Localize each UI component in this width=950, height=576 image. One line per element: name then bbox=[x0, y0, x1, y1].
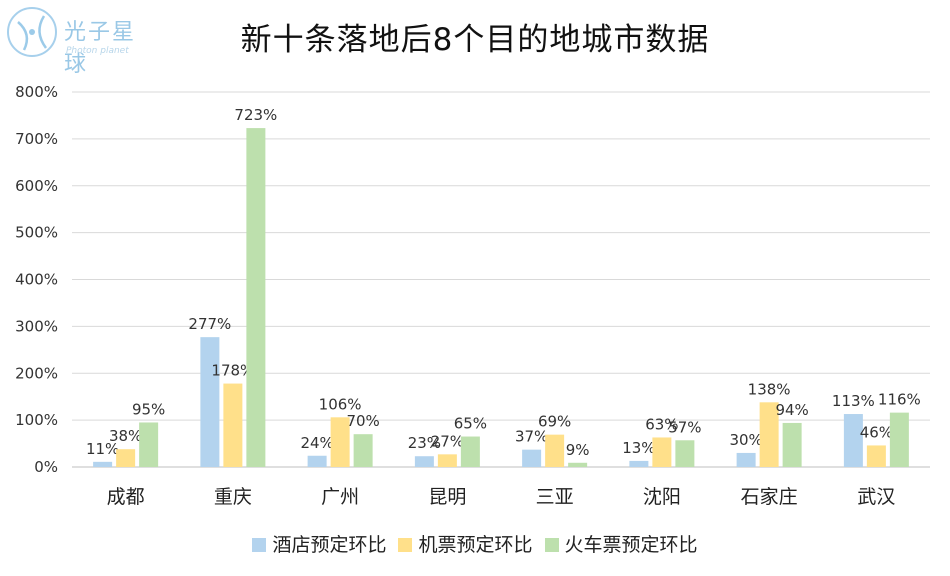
bar bbox=[866, 445, 886, 467]
category-label: 昆明 bbox=[428, 486, 466, 508]
y-tick-label: 300% bbox=[15, 317, 58, 335]
bar bbox=[353, 434, 373, 467]
bar bbox=[116, 449, 136, 467]
bar bbox=[675, 440, 695, 467]
data-label: 95% bbox=[132, 400, 165, 418]
y-tick-label: 200% bbox=[15, 364, 58, 382]
data-label: 24% bbox=[300, 434, 333, 452]
data-label: 37% bbox=[515, 428, 548, 446]
data-label: 138% bbox=[748, 380, 791, 398]
bar bbox=[522, 449, 542, 467]
category-label: 重庆 bbox=[214, 486, 252, 508]
bar bbox=[782, 422, 802, 467]
category-label: 广州 bbox=[321, 486, 359, 508]
data-label: 63% bbox=[645, 415, 678, 433]
data-label: 113% bbox=[832, 392, 875, 410]
bar bbox=[246, 128, 266, 467]
y-tick-label: 500% bbox=[15, 224, 58, 242]
legend-swatch bbox=[544, 538, 559, 552]
data-label: 106% bbox=[319, 395, 362, 413]
data-label: 23% bbox=[408, 434, 441, 452]
data-label: 178% bbox=[211, 362, 254, 380]
y-tick-label: 700% bbox=[15, 130, 58, 148]
bar bbox=[330, 417, 350, 467]
bar bbox=[759, 402, 779, 467]
category-label: 石家庄 bbox=[741, 486, 798, 508]
legend-item: 酒店预定环比 bbox=[252, 530, 386, 557]
category-label: 三亚 bbox=[536, 486, 574, 508]
brand-logo: 光子星球 Photon planet bbox=[4, 4, 154, 77]
bar bbox=[200, 337, 220, 467]
logo-subtext: Photon planet bbox=[66, 46, 129, 56]
category-label: 沈阳 bbox=[643, 486, 681, 508]
category-label: 成都 bbox=[107, 486, 145, 508]
bar bbox=[93, 461, 113, 467]
data-label: 11% bbox=[86, 440, 119, 458]
legend-label: 火车票预定环比 bbox=[564, 534, 698, 556]
y-tick-label: 600% bbox=[15, 177, 58, 195]
bar bbox=[568, 462, 588, 467]
bar bbox=[437, 454, 457, 467]
data-label: 46% bbox=[860, 423, 893, 441]
bar bbox=[843, 414, 863, 467]
bar bbox=[736, 452, 756, 467]
data-label: 65% bbox=[454, 415, 487, 433]
chart-legend: 酒店预定环比 机票预定环比 火车票预定环比 bbox=[0, 530, 950, 557]
planet-logo-icon bbox=[7, 7, 57, 57]
bar bbox=[460, 436, 480, 467]
data-label: 13% bbox=[622, 439, 655, 457]
legend-swatch bbox=[398, 538, 413, 552]
legend-item: 火车票预定环比 bbox=[544, 530, 698, 557]
y-tick-label: 400% bbox=[15, 271, 58, 289]
y-tick-label: 800% bbox=[15, 83, 58, 101]
legend-swatch bbox=[252, 538, 267, 552]
bar bbox=[545, 434, 565, 467]
legend-label: 酒店预定环比 bbox=[272, 534, 387, 556]
legend-label: 机票预定环比 bbox=[418, 534, 533, 556]
data-label: 94% bbox=[775, 401, 808, 419]
chart-title: 新十条落地后8个目的地城市数据 bbox=[240, 22, 710, 58]
category-label: 武汉 bbox=[857, 486, 895, 508]
data-label: 27% bbox=[431, 432, 464, 450]
data-label: 9% bbox=[566, 441, 590, 459]
data-label: 38% bbox=[109, 427, 142, 445]
data-label: 57% bbox=[668, 418, 701, 436]
bar bbox=[414, 456, 434, 467]
logo-wordmark: 光子星球 bbox=[64, 20, 137, 77]
data-label: 277% bbox=[188, 315, 231, 333]
data-label: 69% bbox=[538, 413, 571, 431]
bar bbox=[139, 422, 159, 467]
bar bbox=[223, 383, 243, 467]
data-label: 116% bbox=[878, 391, 921, 409]
bar bbox=[629, 460, 649, 467]
bar bbox=[652, 437, 672, 467]
bar bbox=[889, 412, 909, 467]
data-label: 30% bbox=[729, 431, 762, 449]
y-tick-label: 100% bbox=[15, 411, 58, 429]
data-label: 723% bbox=[234, 106, 277, 124]
legend-item: 机票预定环比 bbox=[398, 530, 533, 557]
y-tick-label: 0% bbox=[34, 458, 58, 476]
data-label: 70% bbox=[346, 412, 379, 430]
bar bbox=[307, 455, 327, 467]
